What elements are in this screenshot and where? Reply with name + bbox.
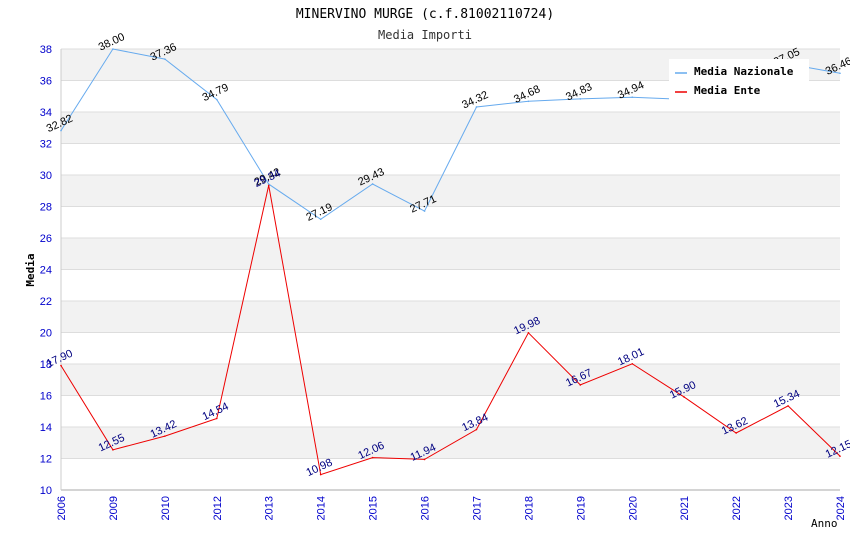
y-tick-label: 36: [40, 76, 52, 88]
data-point: [527, 332, 530, 334]
grid-band: [61, 427, 840, 459]
y-tick-label: 16: [40, 391, 52, 403]
data-point: [631, 96, 634, 98]
y-tick-label: 30: [40, 170, 52, 182]
data-point: [527, 100, 530, 103]
data-point: [112, 449, 114, 451]
data-point: [216, 417, 218, 420]
x-tick-label: 2010: [160, 496, 172, 520]
y-axis-label: Media: [24, 253, 37, 286]
y-tick-label: 24: [40, 265, 52, 277]
y-tick-label: 34: [40, 107, 52, 119]
x-tick-label: 2024: [835, 496, 847, 520]
legend-box: [669, 59, 809, 101]
x-axis-label: Anno: [811, 517, 838, 530]
legend-label-naz: Media Nazionale: [694, 65, 794, 78]
y-tick-label: 26: [40, 233, 52, 245]
legend: Media Nazionale Media Ente: [669, 59, 809, 101]
y-tick-label: 10: [40, 485, 52, 497]
y-tick-label: 12: [40, 454, 52, 466]
x-tick-label: 2006: [56, 496, 68, 520]
x-tick-label: 2012: [212, 496, 224, 520]
data-point: [319, 473, 322, 476]
x-tick-label: 2023: [783, 496, 795, 520]
y-tick-label: 14: [40, 422, 52, 434]
y-tick-label: 38: [40, 44, 52, 56]
data-point: [60, 129, 62, 132]
data-point: [787, 405, 789, 407]
data-point: [267, 184, 270, 187]
data-point: [631, 363, 634, 365]
x-tick-label: 2009: [108, 496, 120, 520]
data-point: [60, 364, 62, 367]
x-tick-label: 2021: [679, 496, 691, 520]
x-tick-label: 2020: [627, 496, 639, 520]
y-tick-label: 28: [40, 202, 52, 214]
x-axis-ticks: 2006 2009 2010 2012 2013 2014 2015 2016 2017 2018…: [56, 496, 847, 520]
grid-band: [61, 395, 840, 427]
y-tick-label: 32: [40, 139, 52, 151]
x-tick-label: 2018: [523, 496, 535, 520]
y-tick-label: 22: [40, 296, 52, 308]
grid-lines: [60, 48, 840, 491]
data-point: [839, 455, 841, 457]
data-point: [423, 458, 426, 461]
data-point: [579, 98, 582, 100]
grid-band: [61, 332, 840, 364]
data-point: [475, 428, 478, 431]
x-tick-label: 2014: [316, 496, 328, 520]
x-tick-label: 2016: [420, 496, 432, 520]
x-tick-label: 2015: [368, 496, 380, 520]
data-point: [267, 183, 270, 185]
data-point: [164, 58, 166, 60]
data-point: [475, 106, 478, 108]
x-tick-label: 2022: [731, 496, 743, 520]
data-point: [423, 210, 426, 212]
grid-band: [61, 238, 840, 270]
legend-label-ente: Media Ente: [694, 84, 761, 97]
data-point: [579, 384, 582, 386]
grid-band: [61, 458, 840, 490]
grid-bands: [61, 49, 840, 490]
data-point: [371, 456, 374, 459]
x-tick-label: 2019: [575, 496, 587, 520]
grid-band: [61, 301, 840, 333]
grid-band: [61, 269, 840, 301]
data-point: [319, 218, 322, 221]
data-point: [839, 72, 841, 75]
data-point: [164, 435, 166, 437]
grid-band: [61, 112, 840, 144]
y-axis-ticks: 10 12 14 16 18 20 22 24 26 28 30 32 34 36 38: [40, 44, 52, 497]
data-point: [735, 432, 737, 434]
data-point: [371, 183, 374, 185]
x-tick-label: 2013: [264, 496, 276, 520]
chart-title: MINERVINO MURGE (c.f.81002110724): [296, 7, 554, 22]
grid-band: [61, 364, 840, 396]
grid-band: [61, 175, 840, 207]
y-tick-label: 18: [40, 359, 52, 371]
series-line-ente: [60, 185, 841, 476]
data-point: [683, 396, 685, 398]
y-tick-label: 20: [40, 328, 52, 340]
chart-subtitle: Media Importi: [378, 28, 472, 42]
data-point: [216, 98, 218, 101]
grid-band: [61, 206, 840, 238]
x-tick-label: 2017: [471, 496, 483, 520]
data-point: [112, 48, 114, 50]
